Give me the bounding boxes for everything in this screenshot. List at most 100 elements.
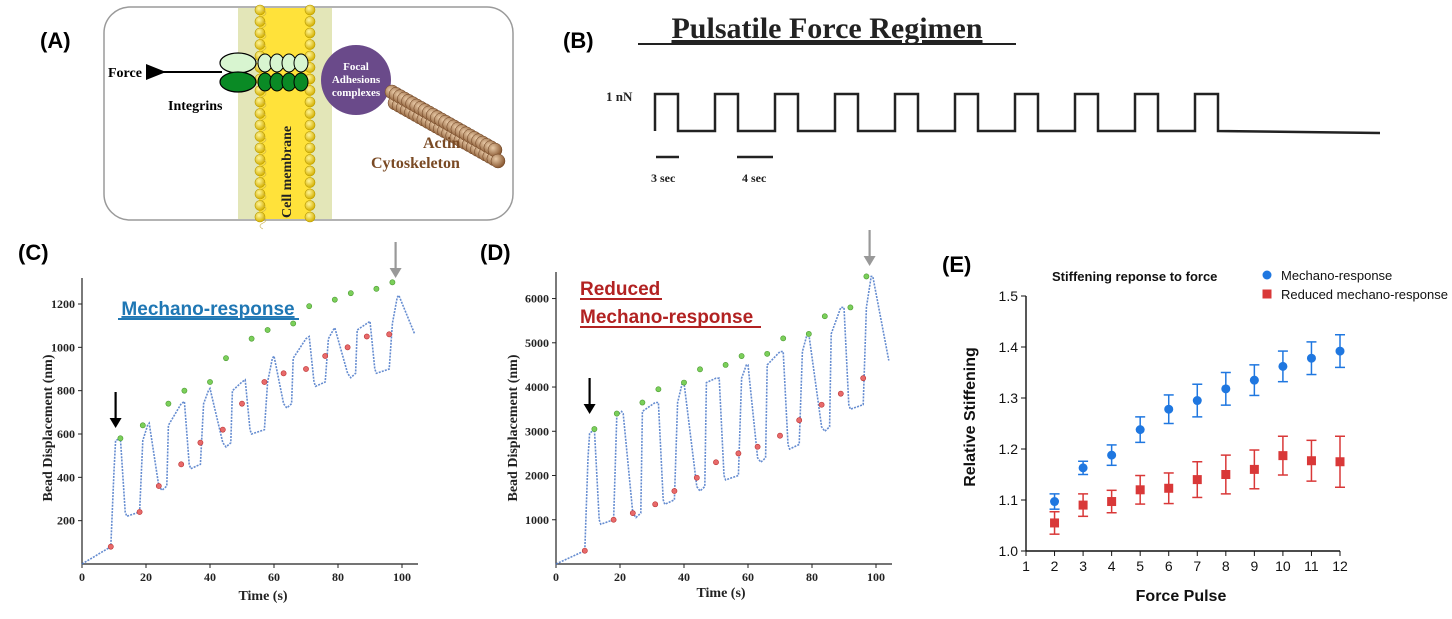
displacement-trace — [81, 293, 416, 565]
chart-d-annotation-line-1: Reduced — [580, 279, 660, 300]
legend-marker — [1262, 289, 1272, 299]
trough-marker — [652, 501, 659, 508]
lipid-head — [304, 200, 316, 211]
regimen-title: Pulsatile Force Regimen — [671, 12, 982, 45]
peak-marker — [697, 366, 703, 373]
actin-label-line-2: Cytoskeleton — [371, 155, 460, 172]
peak-marker — [223, 355, 229, 362]
peak-marker — [764, 350, 771, 357]
panel-c-letter: (C) — [18, 240, 49, 265]
x-tick-label: 40 — [678, 570, 690, 584]
focal-label-line-1: Focal — [343, 61, 369, 73]
x-tick-label: 0 — [79, 570, 85, 584]
trough-marker — [671, 488, 678, 494]
lipid-heads — [254, 4, 316, 230]
peak-marker — [306, 303, 313, 310]
chart-c: Bead Displacement (nm) Time (s) Mechano-… — [41, 242, 418, 604]
end-arrow-head — [389, 268, 402, 278]
trough-marker — [837, 390, 844, 397]
peak-marker — [591, 426, 598, 432]
x-tick-label: 20 — [140, 570, 152, 584]
lipid-head — [304, 154, 316, 165]
data-point — [1249, 375, 1259, 385]
integrin-complex — [219, 52, 309, 93]
x-tick-label: 20 — [614, 570, 626, 584]
lipid-head — [304, 27, 316, 39]
data-point — [1278, 361, 1288, 371]
legend-label: Reduced mechano-response — [1281, 287, 1448, 302]
lipid-head — [254, 119, 266, 131]
data-point — [1050, 518, 1060, 528]
trough-marker — [693, 474, 700, 481]
lipid-head — [254, 108, 266, 119]
chart-e-title: Stiffening reponse to force — [1052, 269, 1217, 284]
trough-marker — [610, 516, 617, 523]
end-arrow-head — [863, 256, 876, 266]
x-tick-label: 12 — [1332, 558, 1348, 574]
lipid-head — [254, 142, 266, 154]
peak-marker — [847, 304, 854, 311]
trough-marker — [386, 331, 393, 338]
x-tick-label: 8 — [1222, 558, 1230, 574]
peak-marker — [207, 379, 213, 385]
trough-marker — [261, 379, 268, 385]
peak-marker — [139, 422, 146, 429]
lipid-head — [254, 211, 266, 223]
y-tick-label: 5000 — [525, 336, 549, 350]
panel-b-letter: (B) — [563, 28, 594, 53]
data-point — [1306, 456, 1316, 466]
y-tick-label: 1.4 — [999, 339, 1019, 355]
panel-d-letter: (D) — [480, 240, 511, 265]
x-tick-label: 3 — [1079, 558, 1087, 574]
y-tick-label: 1.5 — [999, 288, 1019, 304]
x-tick-label: 100 — [393, 570, 411, 584]
trough-marker — [860, 375, 867, 382]
data-point — [1192, 396, 1202, 406]
peak-marker — [373, 285, 380, 292]
data-point — [1135, 485, 1145, 495]
x-tick-label: 11 — [1304, 558, 1319, 574]
trough-marker — [818, 401, 825, 408]
lipid-head — [254, 188, 266, 200]
lipid-head — [304, 177, 316, 188]
actin-bead — [490, 153, 506, 169]
trough-marker — [796, 417, 803, 424]
chart-e-xlabel: Force Pulse — [1136, 588, 1227, 605]
peak-marker — [821, 313, 828, 320]
panel-a-schematic: Cell membrane Force Integrins Focal Adhe… — [103, 4, 514, 230]
integrins-label: Integrins — [168, 99, 223, 114]
data-point — [1192, 475, 1202, 485]
pulse-waveform — [653, 92, 1381, 135]
x-tick-label: 0 — [553, 570, 559, 584]
data-point — [1278, 451, 1288, 461]
focal-adhesion-circle — [321, 45, 391, 115]
peak-marker — [738, 353, 745, 359]
data-point — [1107, 450, 1117, 460]
y-tick-label: 1000 — [51, 340, 75, 354]
actin-filament — [384, 84, 506, 169]
integrin-beta-unit — [293, 72, 309, 92]
y-tick-label: 4000 — [525, 380, 549, 394]
y-tick-label: 3000 — [525, 424, 549, 438]
integrin-alpha-unit — [293, 53, 309, 73]
focal-label-line-3: complexes — [332, 87, 381, 99]
chart-d-xlabel: Time (s) — [696, 586, 745, 601]
amplitude-label: 1 nN — [606, 89, 633, 104]
x-tick-label: 40 — [204, 570, 216, 584]
y-tick-label: 1.1 — [999, 492, 1019, 508]
peak-marker — [181, 387, 188, 394]
trough-marker — [322, 353, 329, 359]
lipid-head — [254, 96, 266, 108]
data-point — [1135, 425, 1145, 435]
lipid-head — [304, 211, 316, 223]
peak-marker — [264, 327, 271, 333]
peak-marker — [722, 362, 729, 368]
lipid-head — [304, 85, 316, 96]
x-tick-label: 2 — [1051, 558, 1059, 574]
x-tick-label: 80 — [332, 570, 344, 584]
trough-marker — [136, 509, 143, 515]
chart-d-annotation-line-2: Mechano-response — [580, 307, 753, 328]
peak-marker — [117, 435, 124, 442]
peak-marker — [639, 399, 646, 406]
x-tick-label: 5 — [1136, 558, 1144, 574]
